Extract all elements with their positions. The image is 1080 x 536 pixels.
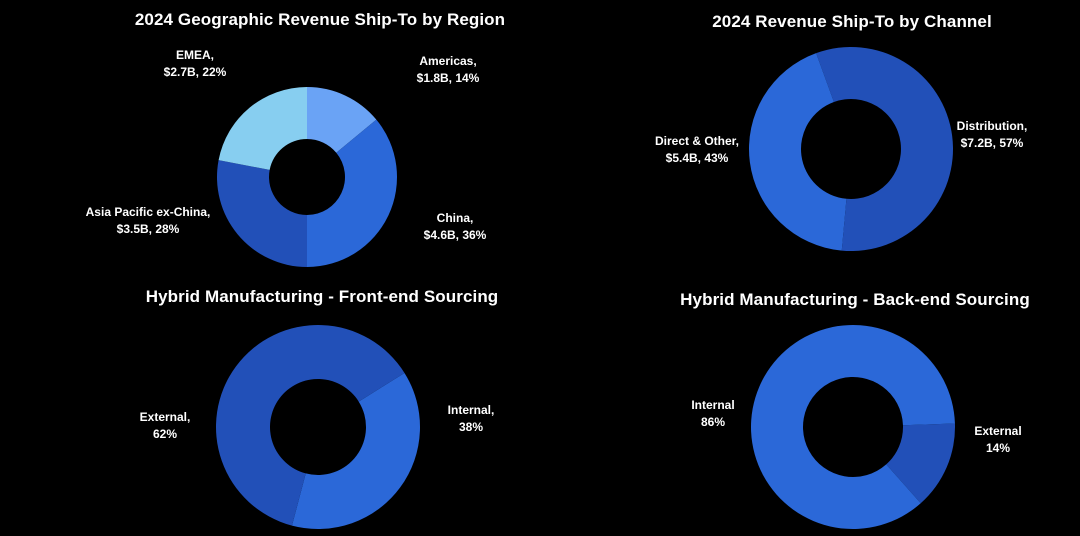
data-label-value: $4.6B, 36% bbox=[423, 228, 487, 242]
data-label-category: Internal, bbox=[447, 403, 495, 417]
data-label-category: Internal bbox=[691, 398, 735, 412]
chart-title-region: 2024 Geographic Revenue Ship-To by Regio… bbox=[134, 10, 506, 29]
data-label-category: External bbox=[974, 424, 1022, 438]
data-label-value: 14% bbox=[985, 441, 1011, 455]
data-label-direct-other: Direct & Other, $5.4B, 43% bbox=[655, 133, 739, 167]
slice-external bbox=[886, 423, 955, 504]
data-label-value: $1.8B, 14% bbox=[416, 71, 480, 85]
data-label-value: $5.4B, 43% bbox=[665, 151, 729, 165]
slice-distribution bbox=[816, 47, 954, 252]
slice-emea bbox=[218, 87, 307, 170]
data-label-distribution: Distribution, $7.2B, 57% bbox=[957, 118, 1028, 152]
data-label-category: Americas, bbox=[419, 54, 477, 68]
data-label-category: China, bbox=[436, 211, 474, 225]
data-label-americas: Americas, $1.8B, 14% bbox=[417, 53, 480, 87]
data-label-internal: Internal 86% bbox=[691, 397, 734, 431]
data-label-external: External, 62% bbox=[140, 409, 191, 443]
data-label-value: 86% bbox=[700, 415, 726, 429]
slice-internal bbox=[291, 372, 421, 529]
data-label-category: Asia Pacific ex-China, bbox=[85, 205, 211, 219]
chart-title-channel: 2024 Revenue Ship-To by Channel bbox=[712, 12, 992, 31]
data-label-asia-pacific-ex-china: Asia Pacific ex-China, $3.5B, 28% bbox=[86, 204, 211, 238]
data-label-value: $7.2B, 57% bbox=[960, 136, 1024, 150]
slice-asia-pacific-ex-china bbox=[216, 160, 307, 267]
data-label-category: External, bbox=[139, 410, 191, 424]
chart-title-front-end: Hybrid Manufacturing - Front-end Sourcin… bbox=[145, 287, 499, 306]
data-label-internal: Internal, 38% bbox=[448, 402, 495, 436]
chart-title-back-end: Hybrid Manufacturing - Back-end Sourcing bbox=[680, 290, 1030, 309]
slice-direct-other bbox=[749, 53, 847, 251]
data-label-value: $3.5B, 28% bbox=[116, 222, 180, 236]
data-label-china: China, $4.6B, 36% bbox=[424, 210, 487, 244]
slice-china bbox=[307, 119, 397, 268]
data-label-external: External 14% bbox=[974, 423, 1021, 457]
data-label-category: Distribution, bbox=[956, 119, 1028, 133]
data-label-category: Direct & Other, bbox=[654, 134, 740, 148]
slice-internal bbox=[751, 325, 955, 529]
slice-external bbox=[216, 325, 405, 526]
slice-americas bbox=[307, 87, 377, 153]
data-label-category: EMEA, bbox=[175, 48, 214, 62]
data-label-value: $2.7B, 22% bbox=[163, 65, 227, 79]
data-label-emea: EMEA, $2.7B, 22% bbox=[164, 47, 227, 81]
data-label-value: 62% bbox=[152, 427, 178, 441]
data-label-value: 38% bbox=[458, 420, 484, 434]
